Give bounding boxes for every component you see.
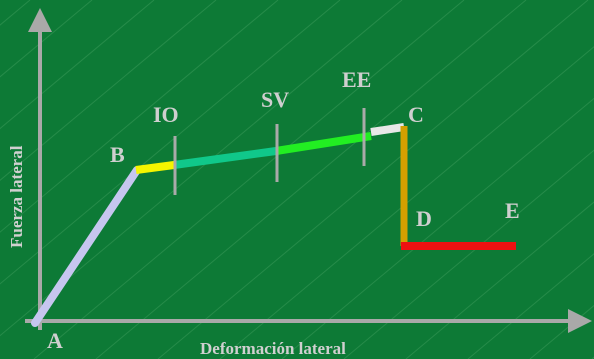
performance-markers (173, 108, 366, 195)
y-axis-arrowhead (28, 8, 52, 32)
label-D: D (416, 206, 432, 231)
texture-line (0, 0, 279, 233)
capacity-curve (31, 123, 516, 327)
x-axis-arrowhead (568, 309, 592, 333)
texture-line (33, 0, 465, 359)
texture-line (0, 0, 403, 337)
label-A: A (47, 328, 63, 353)
label-E: E (505, 198, 520, 223)
label-C: C (408, 102, 424, 127)
texture-line (157, 0, 589, 359)
segment-EE-C (370, 123, 405, 136)
label-IO: IO (153, 102, 179, 127)
y-axis-title: Fuerza lateral (7, 145, 26, 248)
texture-line (0, 0, 155, 130)
texture-line (0, 0, 217, 181)
texture-line (405, 201, 594, 359)
texture-line (343, 149, 594, 359)
texture-line (467, 253, 594, 359)
texture-line (0, 0, 341, 285)
labels: A B C D E IO SV EE Deformación lateral F… (7, 67, 520, 358)
segment-IO-SV (173, 147, 277, 169)
texture-line (95, 0, 527, 359)
texture-line (529, 304, 594, 359)
x-axis-title: Deformación lateral (200, 339, 346, 358)
axes (25, 8, 592, 333)
label-EE: EE (342, 67, 371, 92)
segment-SV-EE (275, 132, 372, 155)
segment-A-B (31, 166, 141, 327)
texture-line (0, 0, 93, 78)
label-SV: SV (261, 87, 289, 112)
segment-B-IO (135, 161, 175, 174)
label-B: B (110, 142, 125, 167)
texture-line (281, 97, 594, 359)
texture-line (219, 46, 594, 359)
